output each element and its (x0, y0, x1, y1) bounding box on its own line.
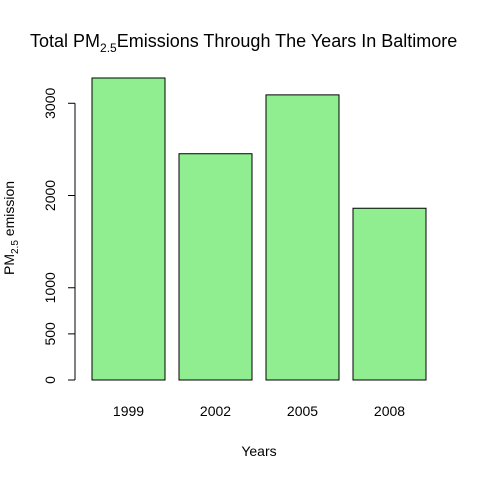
x-axis-title: Years (241, 443, 276, 459)
x-tick-label-2008: 2008 (374, 403, 405, 419)
bar-1999 (91, 77, 166, 381)
y-tick-label-0: 0 (42, 376, 58, 384)
y-tick-label-1000: 1000 (42, 272, 58, 303)
x-tick-label-2005: 2005 (287, 403, 318, 419)
y-tick-label-2000: 2000 (42, 180, 58, 211)
chart-title: Total PM2.5Emissions Through The Years I… (30, 31, 457, 55)
x-tick-label-1999: 1999 (113, 403, 144, 419)
y-axis-title-subscript: 2.5 (10, 240, 21, 254)
bar-2008 (352, 207, 427, 381)
y-axis-title-prefix: PM (1, 254, 17, 275)
y-tick-label-3000: 3000 (42, 87, 58, 118)
bar-2002 (178, 153, 253, 381)
chart-title-subscript: 2.5 (100, 41, 117, 55)
y-tick-label-500: 500 (42, 322, 58, 346)
chart-title-suffix: Emissions Through The Years In Baltimore (117, 31, 458, 51)
bars-group (91, 77, 427, 381)
x-tick-labels: 1999 2002 2005 2008 (113, 403, 405, 419)
bar-2005 (265, 94, 340, 381)
y-axis-title: PM2.5 emission (1, 181, 21, 275)
y-axis-title-suffix: emission (1, 181, 17, 240)
x-tick-label-2002: 2002 (200, 403, 231, 419)
y-axis-ticks: 0 500 1000 2000 3000 (42, 87, 75, 384)
chart-title-prefix: Total PM (30, 31, 100, 51)
